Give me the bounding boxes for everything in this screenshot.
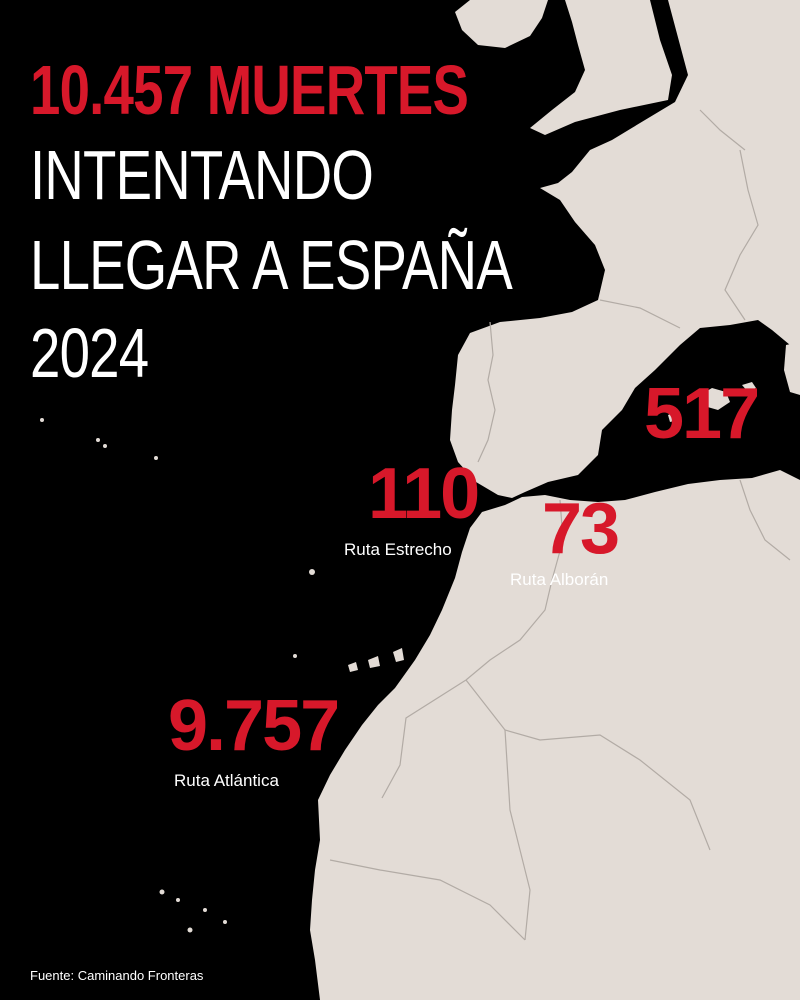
headline-year: 2024 [30,314,149,392]
headline-line-2: INTENTANDO [30,136,374,214]
canary-island-1 [393,648,404,662]
europe-landmass [450,0,800,498]
sardinia-island [784,342,800,395]
route-atlantica-value: 9.757 [168,686,340,766]
menorca-island [742,382,756,392]
route-argelina-label: Ruta Argelina [628,456,731,475]
route-argelina-value: 517 [644,374,760,454]
source-credit: Fuente: Caminando Fronteras [30,968,204,983]
route-atlantica-label: Ruta Atlántica [174,771,279,790]
route-estrecho-value: 110 [368,454,480,534]
great-britain-landmass [530,0,672,135]
headline-total: 10.457 MUERTES [30,51,469,129]
route-estrecho-label: Ruta Estrecho [344,540,452,559]
route-alboran-value: 73 [542,489,620,569]
route-alboran-label: Ruta Alborán [510,570,609,589]
ibiza-island [668,412,678,422]
canary-island-2 [368,656,380,668]
ireland-landmass [455,0,548,48]
mallorca-island [700,388,730,410]
headline-line-3: LLEGAR A ESPAÑA [30,226,513,304]
africa-landmass [310,470,800,1000]
canary-island-3 [348,662,358,672]
